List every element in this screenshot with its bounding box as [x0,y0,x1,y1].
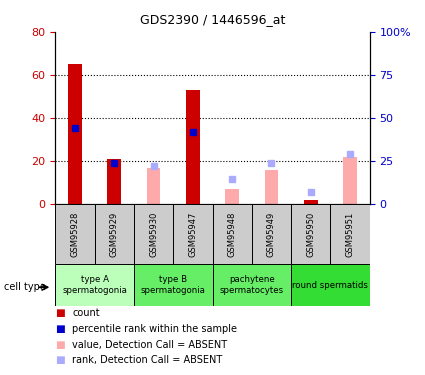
Text: ■: ■ [55,324,65,334]
Bar [265,170,278,204]
Text: ■: ■ [55,308,65,318]
Bar [304,200,317,204]
Bar [134,264,212,306]
Text: round spermatids: round spermatids [292,280,368,290]
Bar [173,204,212,264]
Bar [212,204,252,264]
Bar [343,157,357,204]
Text: ■: ■ [55,340,65,350]
Text: type A
spermatogonia: type A spermatogonia [62,275,127,295]
Text: percentile rank within the sample: percentile rank within the sample [72,324,237,334]
Text: type B
spermatogonia: type B spermatogonia [141,275,206,295]
Text: cell type: cell type [4,282,46,292]
Text: GSM95929: GSM95929 [110,212,119,257]
Bar [291,204,331,264]
Bar [108,159,121,204]
Bar [147,168,160,204]
Bar [225,189,239,204]
Bar [291,264,370,306]
Text: ■: ■ [55,356,65,365]
Text: count: count [72,308,100,318]
Bar [55,204,94,264]
Text: pachytene
spermatocytes: pachytene spermatocytes [220,275,284,295]
Bar [252,204,291,264]
Text: GSM95949: GSM95949 [267,212,276,257]
Bar [212,264,291,306]
Text: value, Detection Call = ABSENT: value, Detection Call = ABSENT [72,340,227,350]
Bar [94,204,134,264]
Text: GSM95951: GSM95951 [346,212,354,257]
Text: GDS2390 / 1446596_at: GDS2390 / 1446596_at [140,13,285,26]
Text: GSM95950: GSM95950 [306,212,315,257]
Text: GSM95948: GSM95948 [228,211,237,257]
Bar [331,204,370,264]
Text: GSM95930: GSM95930 [149,211,158,257]
Bar [134,204,173,264]
Bar [186,90,200,204]
Bar [55,264,134,306]
Text: GSM95928: GSM95928 [71,211,79,257]
Text: GSM95947: GSM95947 [188,211,197,257]
Text: rank, Detection Call = ABSENT: rank, Detection Call = ABSENT [72,356,223,365]
Bar [68,64,82,204]
